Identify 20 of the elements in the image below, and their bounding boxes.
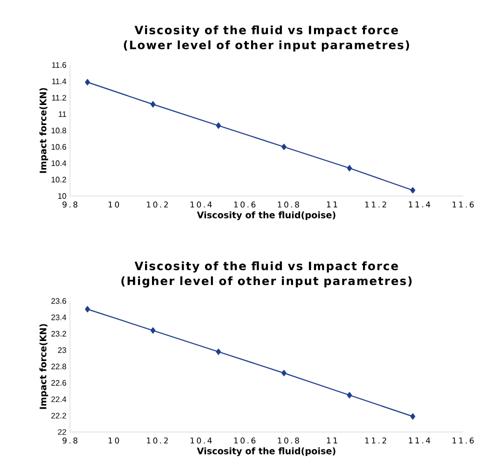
y-axis-title: Impact force(KN) xyxy=(39,324,48,409)
chart-title: Viscosity of the fluid vs Impact force xyxy=(134,25,398,37)
chart-subtitle: (Higher level of other input parametres) xyxy=(121,276,412,288)
point xyxy=(346,165,352,172)
point xyxy=(281,144,286,150)
point xyxy=(346,392,352,398)
point xyxy=(84,306,90,312)
point xyxy=(84,79,90,86)
y-axis-title: Impact force(KN) xyxy=(39,88,48,173)
point xyxy=(150,101,156,108)
x-axis-title: Viscosity of the fluid(poise) xyxy=(196,211,336,220)
x-axis-title: Viscosity of the fluid(poise) xyxy=(196,447,336,456)
point xyxy=(281,370,286,376)
chart-title: Viscosity of the fluid vs Impact force xyxy=(134,261,398,273)
chart-subtitle: (Lower level of other input parametres) xyxy=(124,40,410,52)
point xyxy=(216,122,221,129)
point xyxy=(410,187,416,194)
point xyxy=(216,348,221,355)
point xyxy=(150,327,156,334)
point xyxy=(410,413,416,420)
